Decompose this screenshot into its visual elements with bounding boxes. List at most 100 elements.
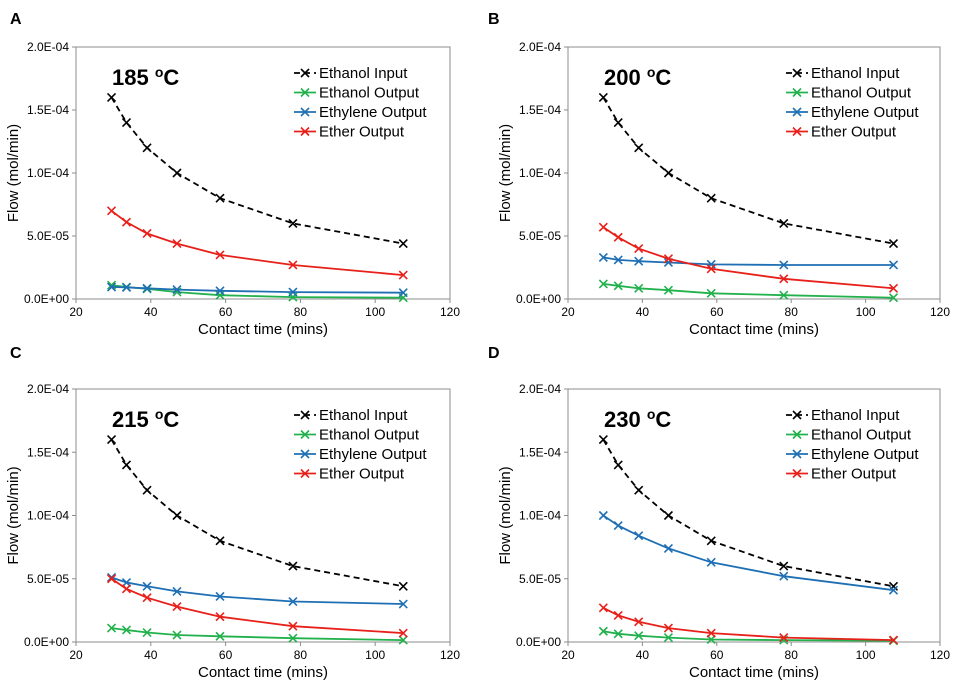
data-point (106, 282, 117, 292)
data-point (288, 287, 298, 297)
data-point (634, 143, 644, 153)
data-point (172, 284, 182, 295)
legend-swatch-marker (792, 449, 802, 459)
x-tick-label: 20 (561, 305, 575, 319)
x-axis-title: Contact time (mins) (198, 321, 328, 338)
data-point (779, 571, 789, 581)
legend-item: Ethanol Output (294, 427, 420, 444)
y-tick-label: 2.0E-04 (519, 40, 561, 54)
data-point (613, 281, 623, 291)
series-ethylene-output (598, 510, 899, 595)
y-tick-label: 5.0E-05 (27, 229, 69, 243)
y-axis-title: Flow (mol/min) (5, 124, 22, 222)
y-tick-label: 0.0E+00 (516, 635, 561, 649)
data-point (288, 561, 298, 571)
data-point (142, 228, 152, 239)
x-tick-label: 20 (69, 648, 83, 662)
data-point (634, 256, 644, 266)
data-point (598, 435, 608, 445)
data-point (706, 557, 716, 567)
y-axis-title: Flow (mol/min) (5, 466, 22, 564)
data-point (172, 238, 182, 249)
series-ether-output (598, 222, 899, 293)
x-tick-label: 60 (710, 305, 724, 319)
temperature-unit: C (655, 407, 671, 432)
legend-swatch-marker (300, 410, 310, 420)
data-point (288, 218, 298, 228)
data-point (121, 460, 132, 470)
data-point (215, 286, 225, 296)
data-point (888, 585, 899, 595)
data-point (215, 193, 225, 203)
legend-swatch-marker (792, 429, 802, 440)
data-point (215, 591, 225, 602)
data-point (613, 118, 623, 128)
legend-swatch-marker (792, 468, 802, 479)
legend-item: Ethanol Output (786, 85, 912, 102)
data-point (663, 623, 674, 633)
legend-label: Ether Output (811, 124, 897, 141)
data-point (888, 260, 899, 270)
series-ethanol-input (598, 92, 899, 249)
x-tick-label: 100 (365, 648, 385, 662)
data-point (215, 612, 225, 622)
data-point (121, 584, 132, 594)
data-point (779, 633, 789, 643)
legend-swatch-marker (792, 126, 802, 137)
legend: Ethanol Input Ethanol Output Ethylene Outp… (294, 65, 427, 141)
series-ethylene-output (106, 282, 408, 298)
y-tick-label: 5.0E-05 (519, 229, 561, 243)
y-tick-label: 1.5E-04 (519, 445, 561, 459)
data-point (598, 626, 608, 636)
legend-item: Ether Output (786, 466, 897, 483)
series-line (110, 210, 404, 276)
temperature-value: 185 (112, 65, 149, 90)
panel-letter: A (10, 11, 22, 28)
y-tick-label: 1.0E-04 (519, 509, 561, 523)
y-tick-label: 1.0E-04 (27, 166, 69, 180)
data-point (172, 602, 182, 612)
x-tick-label: 100 (365, 305, 385, 319)
panel-d: D 20 40 60 80 100 120 0.0E+00 5.0E-05 1.0E-04 1.5E… (488, 345, 950, 681)
legend-label: Ethylene Output (811, 446, 919, 463)
data-point (398, 628, 408, 638)
x-tick-label: 80 (294, 305, 308, 319)
legend-swatch-marker (792, 68, 802, 78)
data-point (288, 596, 298, 607)
series-ether-output (106, 574, 408, 638)
x-tick-label: 120 (930, 305, 950, 319)
data-point (288, 633, 298, 643)
legend-swatch-marker (300, 68, 310, 78)
panel-temperature-title: 185 oC (112, 64, 179, 90)
series-ethylene-output (598, 252, 899, 270)
data-point (888, 293, 899, 303)
panel-c: C 20 40 60 80 100 120 0.0E+00 5.0E-05 1.0E-04 1.5E… (5, 345, 460, 681)
data-point (398, 581, 408, 591)
data-point (106, 435, 117, 445)
panel-letter: D (488, 345, 500, 362)
data-point (398, 599, 408, 609)
data-point (121, 118, 132, 128)
panel-a: A 20 40 60 80 100 120 0.0E+00 5.0E-05 1.0E-04 1.5E… (5, 11, 460, 338)
data-point (142, 593, 152, 603)
x-tick-label: 120 (440, 648, 460, 662)
data-point (663, 633, 674, 643)
x-tick-label: 60 (219, 648, 233, 662)
x-tick-label: 40 (636, 305, 650, 319)
panel-letter: B (488, 11, 500, 28)
x-tick-label: 20 (561, 648, 575, 662)
legend-label: Ethylene Output (811, 104, 919, 121)
y-tick-label: 5.0E-05 (27, 572, 69, 586)
y-tick-label: 5.0E-05 (519, 572, 561, 586)
x-tick-label: 120 (930, 648, 950, 662)
data-point (779, 260, 789, 270)
data-point (398, 635, 408, 645)
y-axis-title: Flow (mol/min) (497, 124, 514, 222)
legend-item: Ethanol Input (294, 65, 408, 82)
data-point (706, 288, 716, 298)
data-point (779, 290, 789, 300)
data-point (634, 283, 644, 293)
legend-label: Ethanol Input (811, 407, 900, 424)
data-point (888, 238, 899, 249)
data-point (663, 510, 674, 521)
